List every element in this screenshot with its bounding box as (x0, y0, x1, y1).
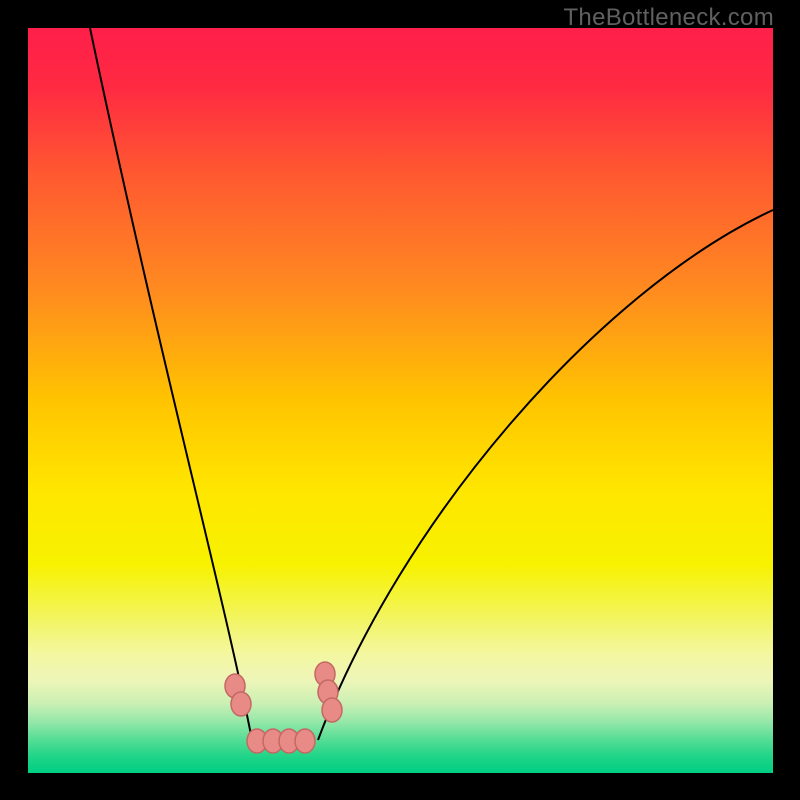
data-marker (295, 729, 315, 753)
watermark-text: TheBottleneck.com (563, 4, 774, 32)
gradient-background (28, 28, 773, 773)
data-marker (231, 692, 251, 716)
bottleneck-chart (0, 0, 800, 800)
data-marker (322, 698, 342, 722)
